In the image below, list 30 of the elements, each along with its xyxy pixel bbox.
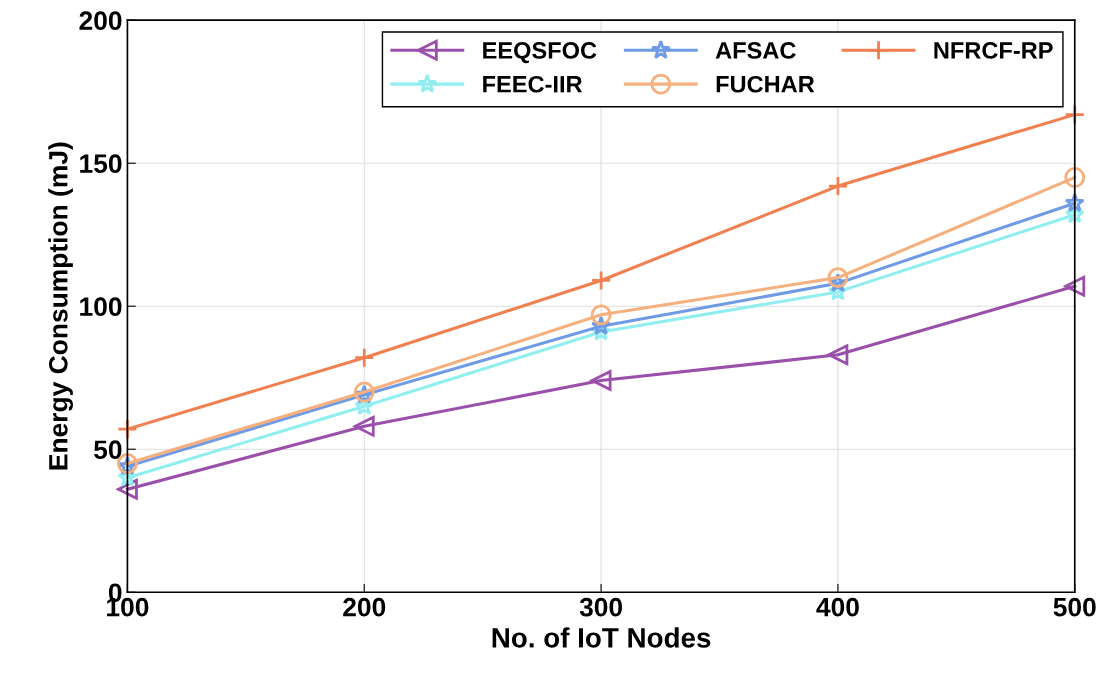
x-tick-label: 500 (1053, 597, 1096, 617)
point (117, 418, 138, 440)
point (590, 304, 612, 326)
x-tick-label: 300 (579, 597, 623, 617)
legend-label: AFSAC (715, 42, 796, 59)
point (827, 344, 849, 366)
y-tick-label: 100 (80, 297, 122, 317)
point (827, 267, 849, 289)
point (117, 478, 138, 500)
point (1064, 204, 1085, 224)
legend-label: FUCHAR (716, 75, 815, 93)
point (1064, 104, 1086, 125)
x-tick-label: 400 (816, 597, 859, 617)
x-axis-title: No. of IoT Nodes (492, 627, 711, 648)
point (353, 415, 375, 437)
legend-label: FEEC-IIR (483, 75, 583, 93)
point (827, 175, 849, 197)
y-tick-label: 150 (80, 154, 122, 174)
y-axis-title: Energy Consumption (mJ) (48, 142, 73, 470)
y-tick-label: 200 (79, 11, 122, 31)
point (1064, 167, 1086, 188)
point (1064, 275, 1086, 297)
point (1064, 192, 1085, 212)
y-tick-label: 50 (94, 440, 122, 460)
x-tick-label: 200 (343, 597, 386, 617)
legend-label: EEQSFOC (483, 42, 597, 64)
point (353, 347, 375, 369)
point (590, 270, 612, 291)
legend-label: NFRCF-RP (934, 42, 1053, 59)
point (590, 370, 612, 391)
